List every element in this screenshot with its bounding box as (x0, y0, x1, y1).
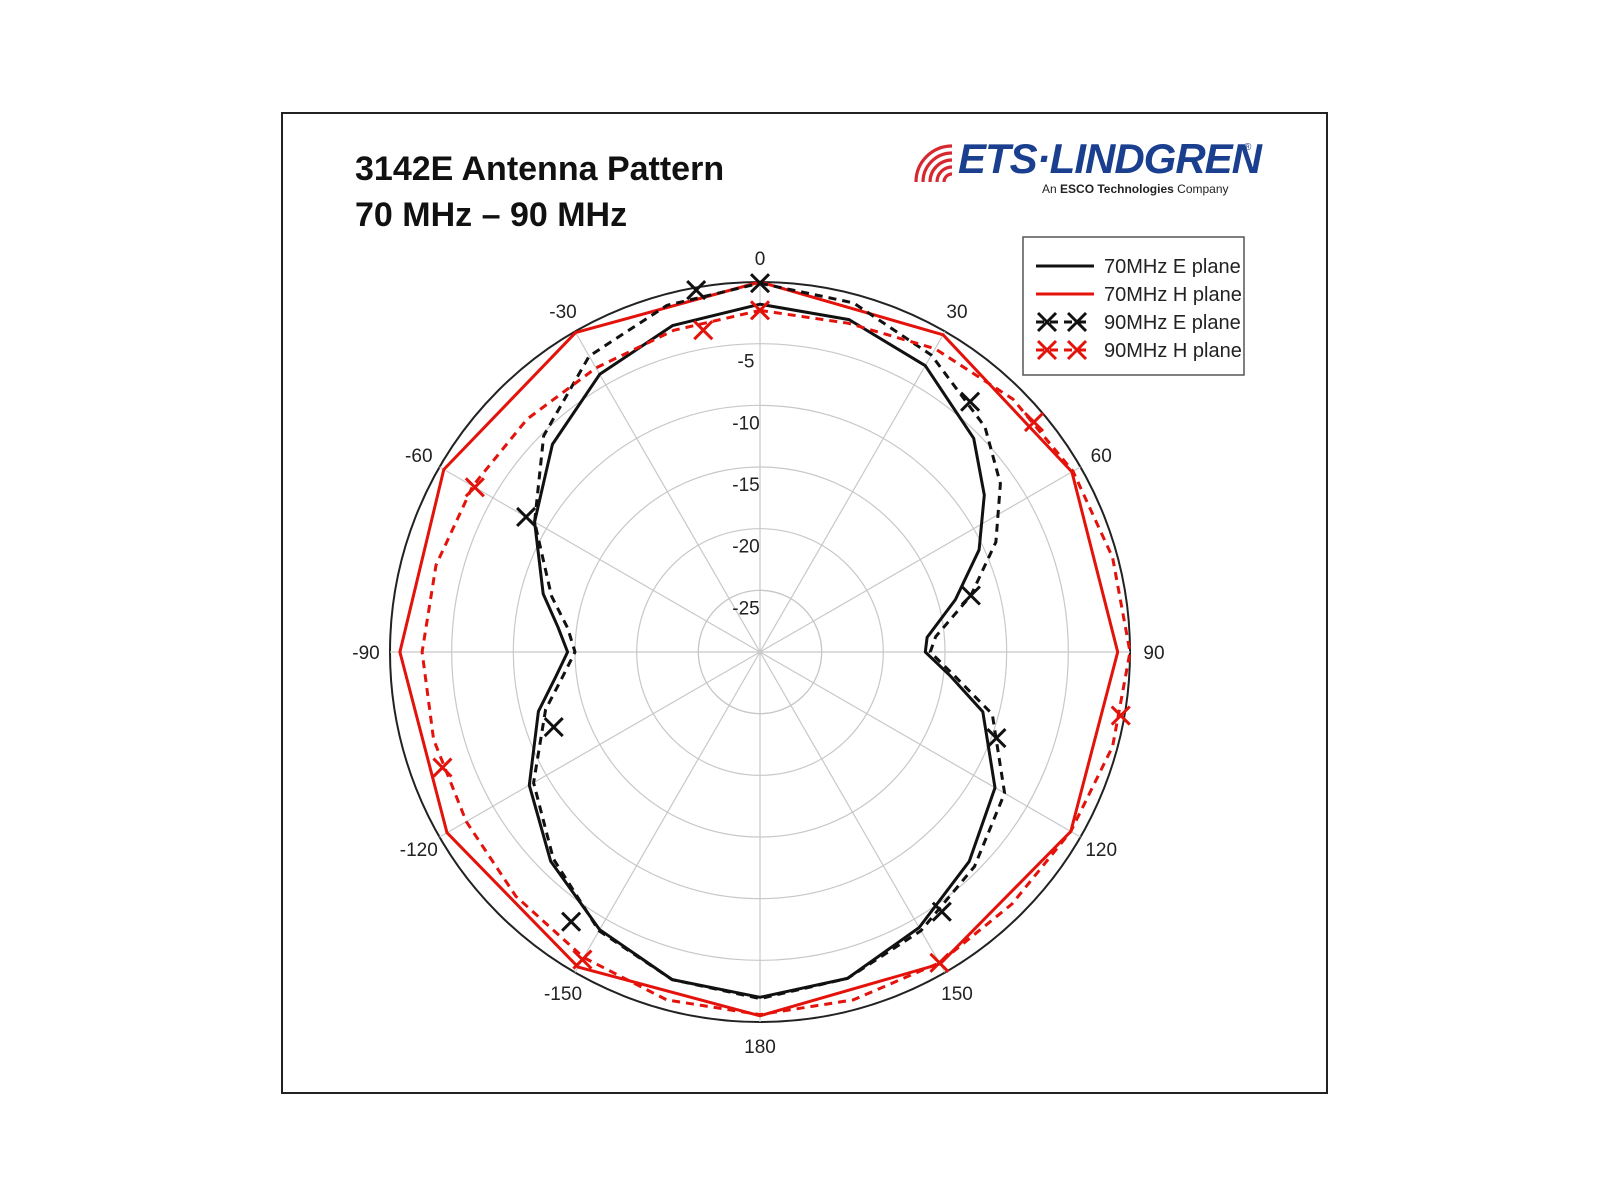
legend-marker (1066, 311, 1088, 333)
grid-spoke-150 (759, 651, 946, 973)
chart-title: 3142E Antenna Pattern (355, 150, 725, 188)
grid-spoke-60 (439, 466, 761, 653)
marker-90mhz-e-plane (686, 279, 707, 301)
marker-90mhz-h-plane (929, 952, 950, 973)
legend-entry-90mhz-h-plane: 90MHz H plane (1036, 339, 1242, 362)
wave-arc (928, 158, 953, 183)
marker-90mhz-e-plane (931, 901, 952, 922)
legend-marker (1036, 311, 1058, 333)
marker-90mhz-e-plane (561, 911, 582, 932)
grid-spoke-30 (574, 331, 761, 653)
angle-tick-label: 90 (1143, 643, 1164, 664)
wave-arc (942, 172, 953, 183)
radial-tick-label: -5 (738, 352, 755, 373)
wave-arc (921, 151, 953, 183)
angle-tick-label: 0 (755, 249, 766, 270)
series-90mhz-h-plane (420, 308, 1132, 1017)
angle-tick-label: 180 (744, 1037, 776, 1058)
legend-entry-90mhz-e-plane: 90MHz E plane (1036, 311, 1241, 334)
angle-tick-label: -90 (352, 643, 379, 664)
marker-90mhz-h-plane (1023, 412, 1045, 433)
tick-labels: 0 30 60 90 120 150 180 -150 -120 -90 -60 -30 -5 -10 -1… (352, 249, 1164, 1058)
marker-90mhz-h-plane (464, 477, 485, 498)
angle-tick-label: 30 (946, 302, 967, 323)
series-layer (398, 280, 1132, 1018)
marker-90mhz-h-plane (432, 757, 453, 778)
angle-tick-label: -60 (405, 446, 432, 467)
marker-90mhz-h-plane (572, 949, 593, 970)
grid-spoke-120 (759, 651, 1081, 838)
title-block: 3142E Antenna Pattern 70 MHz – 90 MHz (355, 146, 724, 238)
grid-spoke-60 (759, 466, 1081, 653)
marker-90mhz-e-plane (960, 391, 981, 412)
legend-label: 90MHz H plane (1104, 340, 1242, 362)
radial-tick-label: -15 (732, 475, 759, 496)
marker-90mhz-e-plane (749, 273, 771, 294)
chart-legend: 70MHz E plane 70MHz H plane 90MHz E plane 9… (1022, 236, 1245, 376)
legend-box (1022, 236, 1245, 376)
chart-subtitle: 70 MHz – 90 MHz (355, 196, 628, 234)
radial-tick-label: -10 (732, 413, 759, 434)
legend-marker (1036, 339, 1058, 361)
ets-lindgren-logo: ETS·LINDGREN ® An ESCO Technologies Comp… (908, 135, 1262, 200)
wave-arc (914, 144, 953, 183)
marker-90mhz-h-plane (693, 320, 714, 341)
grid-spoke-30 (759, 331, 946, 653)
legend-label: 90MHz E plane (1104, 312, 1241, 334)
marker-90mhz-h-plane (749, 300, 771, 321)
legend-marker (1066, 339, 1088, 361)
grid-spoke-120 (439, 651, 761, 838)
marker-layer (432, 273, 1131, 973)
wave-arc (935, 165, 953, 183)
angle-tick-label: 60 (1091, 446, 1112, 467)
radial-tick-label: -20 (732, 537, 759, 558)
grid-spoke-150 (574, 651, 761, 973)
logo-wordmark: ETS·LINDGREN (958, 135, 1262, 182)
registered-mark: ® (1244, 142, 1252, 153)
legend-label: 70MHz E plane (1104, 256, 1241, 278)
marker-90mhz-e-plane (986, 727, 1007, 749)
angle-tick-label: -30 (549, 302, 576, 323)
legend-label: 70MHz H plane (1104, 284, 1242, 306)
marker-90mhz-h-plane (1110, 705, 1131, 726)
signal-waves-icon (914, 144, 953, 183)
radial-tick-label: -25 (732, 598, 759, 619)
marker-90mhz-e-plane (516, 506, 537, 528)
angle-tick-label: 150 (941, 984, 973, 1005)
series-90mhz-e-plane (532, 281, 1007, 1001)
logo-tagline: An ESCO Technologies Company (1042, 182, 1229, 196)
legend-entry-70mhz-e-plane: 70MHz E plane (1036, 256, 1241, 278)
series-70mhz-e-plane (527, 302, 997, 999)
angle-tick-label: -150 (544, 984, 582, 1005)
polar-grid (389, 281, 1131, 1023)
marker-90mhz-e-plane (960, 585, 981, 606)
angle-tick-label: 120 (1085, 840, 1117, 861)
legend-entry-70mhz-h-plane: 70MHz H plane (1036, 284, 1242, 306)
angle-tick-label: -120 (400, 840, 438, 861)
marker-90mhz-e-plane (543, 717, 564, 738)
